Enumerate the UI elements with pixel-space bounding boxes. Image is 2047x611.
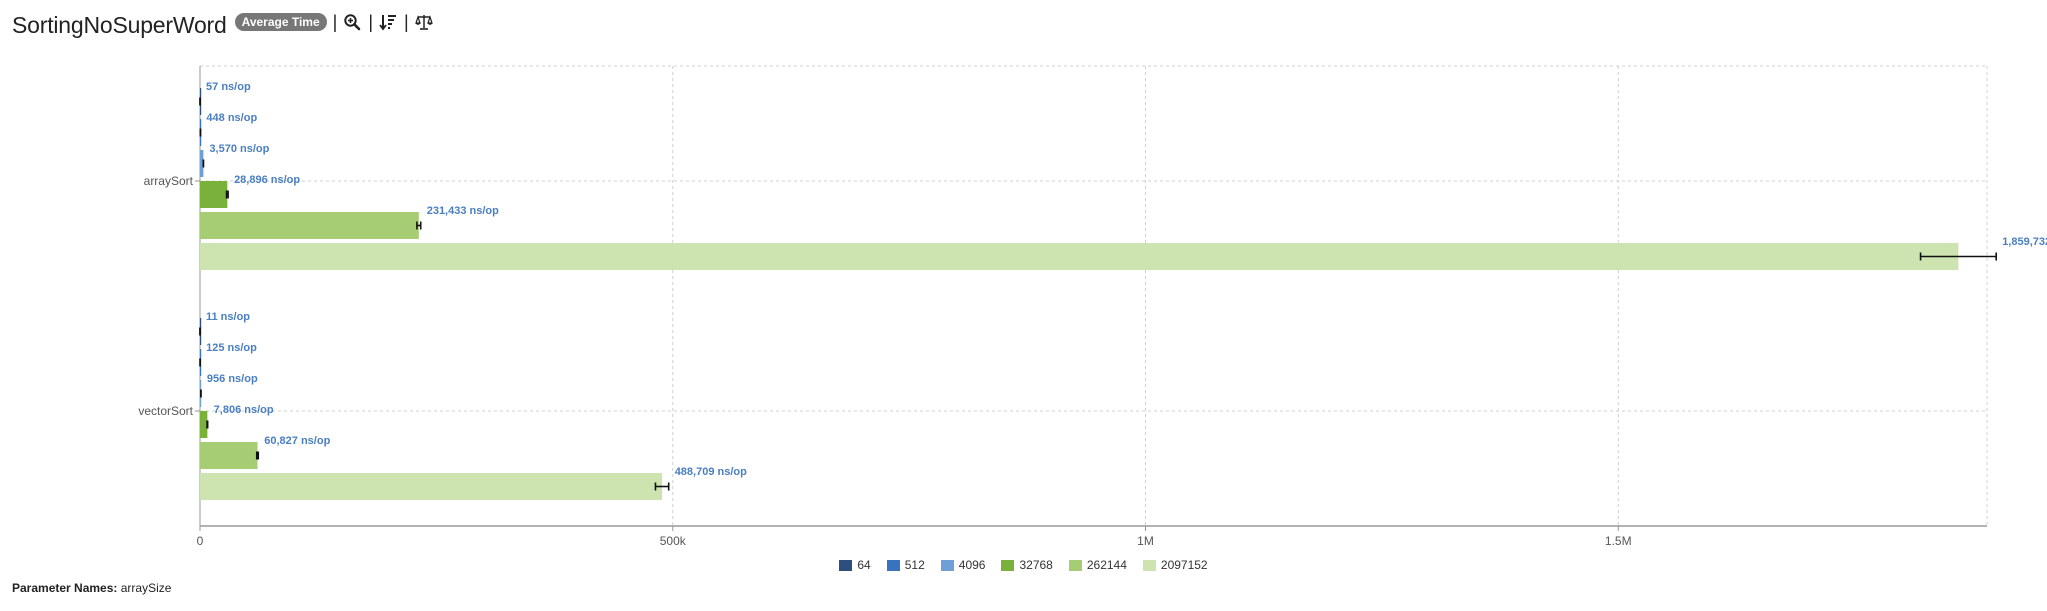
legend-item[interactable]: 32768: [1001, 558, 1053, 572]
data-label: 57 ns/op: [206, 81, 251, 93]
legend-label: 64: [857, 558, 871, 572]
legend-swatch: [839, 559, 853, 571]
category-label: vectorSort: [138, 404, 193, 418]
page-title: SortingNoSuperWord: [12, 11, 227, 38]
bar: [200, 411, 208, 438]
legend-item[interactable]: 262144: [1068, 558, 1127, 572]
bar: [200, 473, 663, 500]
legend-item[interactable]: 2097152: [1142, 558, 1208, 572]
chart-legend: 64 512 4096 32768 262144 2097152: [0, 558, 2047, 572]
x-tick-label: 1.5M: [1605, 534, 1632, 548]
data-label: 488,709 ns/op: [675, 466, 747, 478]
data-label: 11 ns/op: [206, 311, 250, 323]
legend-label: 32768: [1019, 558, 1053, 572]
zoom-icon[interactable]: [342, 12, 362, 32]
bar: [200, 243, 1959, 270]
data-label: 60,827 ns/op: [264, 435, 330, 447]
parameter-names: Parameter Names: arraySize: [12, 581, 171, 595]
legend-swatch: [886, 559, 900, 571]
parameter-names-value: arraySize: [120, 581, 172, 595]
legend-label: 4096: [958, 558, 986, 572]
sort-icon[interactable]: [378, 12, 398, 32]
data-label: 231,433 ns/op: [427, 205, 499, 217]
mode-badge[interactable]: Average Time: [234, 13, 327, 31]
data-label: 448 ns/op: [206, 112, 257, 124]
bar: [200, 212, 419, 239]
legend-swatch: [1001, 559, 1015, 571]
balance-icon[interactable]: [414, 12, 434, 32]
legend-item[interactable]: 512: [886, 558, 925, 572]
data-label: 7,806 ns/op: [214, 404, 274, 416]
data-label: 28,896 ns/op: [234, 174, 300, 186]
toolbar-divider: |: [368, 11, 374, 32]
x-tick-label: 500k: [660, 534, 687, 548]
bar: [200, 181, 228, 208]
legend-item[interactable]: 64: [839, 558, 871, 572]
x-tick-label: 0: [197, 534, 204, 548]
bar-chart: 0 500k 1M 1.5M arraySort 57 ns/op 448 ns/op 3,5…: [138, 65, 2047, 548]
x-tick-label: 1M: [1137, 534, 1154, 548]
data-label: 1,859,732 ns/op: [2002, 236, 2047, 248]
legend-swatch: [940, 559, 954, 571]
toolbar-divider: |: [404, 11, 409, 32]
bar: [200, 150, 204, 177]
toolbar-divider: |: [332, 11, 338, 32]
legend-label: 512: [904, 558, 925, 572]
data-label: 956 ns/op: [207, 373, 258, 385]
data-label: 125 ns/op: [206, 342, 257, 354]
legend-swatch: [1142, 559, 1156, 571]
legend-label: 262144: [1086, 558, 1127, 572]
bar: [200, 442, 258, 469]
legend-label: 2097152: [1160, 558, 1208, 572]
category-label: arraySort: [144, 174, 194, 188]
legend-item[interactable]: 4096: [940, 558, 986, 572]
data-label: 3,570 ns/op: [209, 143, 269, 155]
legend-swatch: [1068, 559, 1082, 571]
parameter-names-label: Parameter Names:: [12, 581, 118, 595]
chart-header: SortingNoSuperWord Average Time | | |: [12, 8, 434, 42]
